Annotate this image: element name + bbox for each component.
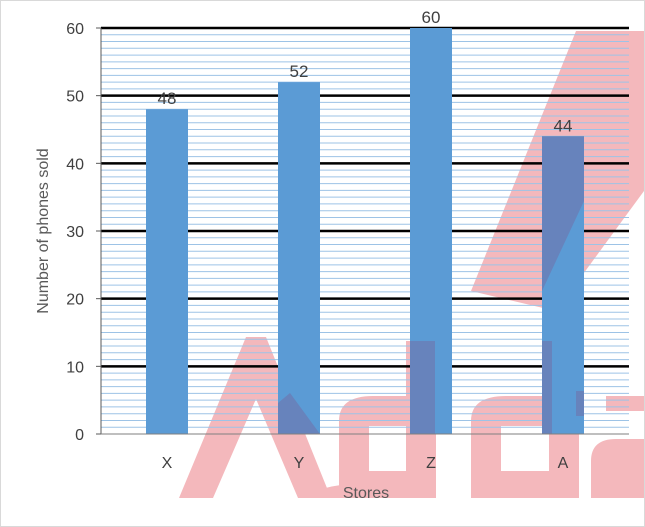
- overlap-shape: [576, 391, 584, 416]
- y-tick-label: 50: [66, 89, 84, 106]
- y-tick-labels: 0 10 20 30 40 50 60: [66, 21, 84, 444]
- data-label: 48: [158, 89, 177, 108]
- axes: [96, 27, 629, 435]
- x-axis-title: Stores: [343, 485, 389, 502]
- bar-x: [146, 109, 188, 434]
- data-label: 52: [290, 62, 309, 81]
- x-tick-label: Y: [294, 455, 305, 472]
- y-tick-label: 20: [66, 292, 84, 309]
- overlap-shape: [542, 136, 584, 291]
- watermark-letter-a2-shape: [591, 396, 644, 498]
- data-label: 44: [554, 116, 573, 135]
- y-tick-label: 40: [66, 156, 84, 173]
- y-tick-label: 0: [75, 427, 84, 444]
- data-labels: 48 52 60 44: [158, 8, 573, 135]
- overlap-shape: [278, 393, 320, 434]
- y-tick-label: 30: [66, 224, 84, 241]
- x-tick-label: X: [162, 455, 173, 472]
- y-axis-title: Number of phones sold: [35, 148, 52, 313]
- x-tick-label: Z: [426, 455, 436, 472]
- x-tick-label: A: [558, 455, 569, 472]
- data-label: 60: [422, 8, 441, 27]
- bar-y: [278, 82, 320, 434]
- overlap-shape: [542, 341, 552, 434]
- gridlines: [101, 26, 629, 428]
- watermark-letter-a-shape: [179, 337, 331, 498]
- watermark-overlap: [278, 136, 584, 434]
- y-tick-label: 10: [66, 359, 84, 376]
- overlap-shape: [410, 341, 435, 434]
- y-tick-label: 60: [66, 21, 84, 38]
